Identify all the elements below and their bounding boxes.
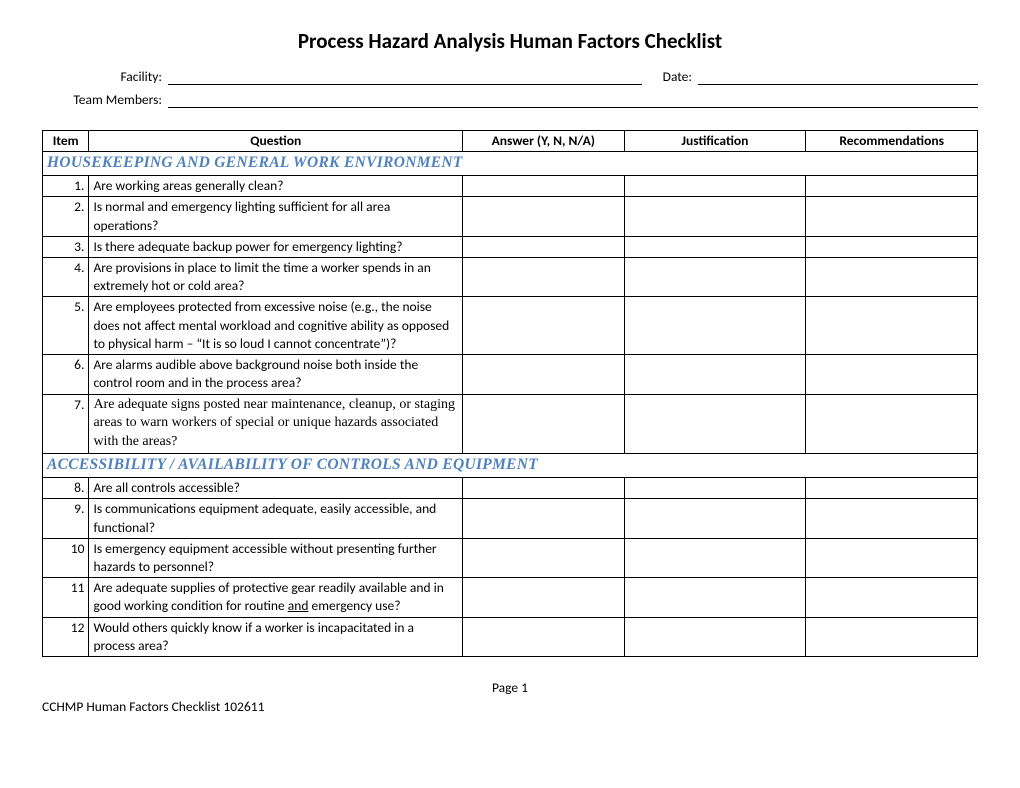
meta-block: Facility: Date: Team Members: bbox=[42, 68, 978, 108]
team-input-line[interactable] bbox=[168, 92, 978, 108]
answer-cell[interactable] bbox=[463, 297, 625, 355]
table-header-row: Item Question Answer (Y, N, N/A) Justifi… bbox=[43, 131, 978, 152]
header-question: Question bbox=[89, 131, 463, 152]
answer-cell[interactable] bbox=[463, 538, 625, 577]
item-number-cell: 1. bbox=[43, 176, 89, 197]
footer: Page 1 CCHMP Human Factors Checklist 102… bbox=[42, 679, 978, 715]
answer-cell[interactable] bbox=[463, 499, 625, 538]
answer-cell[interactable] bbox=[463, 355, 625, 394]
item-number-cell: 4. bbox=[43, 258, 89, 297]
justification-cell[interactable] bbox=[624, 617, 806, 656]
recommendations-cell[interactable] bbox=[806, 297, 978, 355]
item-number-cell: 7. bbox=[43, 394, 89, 454]
justification-cell[interactable] bbox=[624, 297, 806, 355]
recommendations-cell[interactable] bbox=[806, 499, 978, 538]
item-number-cell: 9. bbox=[43, 499, 89, 538]
answer-cell[interactable] bbox=[463, 478, 625, 499]
question-cell: Would others quickly know if a worker is… bbox=[89, 617, 463, 656]
table-row: 8.Are all controls accessible? bbox=[43, 478, 978, 499]
answer-cell[interactable] bbox=[463, 617, 625, 656]
recommendations-cell[interactable] bbox=[806, 258, 978, 297]
recommendations-cell[interactable] bbox=[806, 236, 978, 257]
page-title: Process Hazard Analysis Human Factors Ch… bbox=[42, 28, 978, 54]
question-cell: Is normal and emergency lighting suffici… bbox=[89, 197, 463, 236]
date-label: Date: bbox=[642, 68, 698, 85]
section-header-cell: HOUSEKEEPING AND GENERAL WORK ENVIRONMEN… bbox=[43, 152, 978, 176]
table-row: 3.Is there adequate backup power for eme… bbox=[43, 236, 978, 257]
answer-cell[interactable] bbox=[463, 578, 625, 617]
question-cell: Are all controls accessible? bbox=[89, 478, 463, 499]
justification-cell[interactable] bbox=[624, 355, 806, 394]
question-cell: Are employees protected from excessive n… bbox=[89, 297, 463, 355]
underlined-word: and bbox=[288, 597, 309, 614]
question-cell: Are provisions in place to limit the tim… bbox=[89, 258, 463, 297]
justification-cell[interactable] bbox=[624, 197, 806, 236]
footer-page: Page 1 bbox=[42, 679, 978, 696]
recommendations-cell[interactable] bbox=[806, 176, 978, 197]
header-recommendations: Recommendations bbox=[806, 131, 978, 152]
facility-input-line[interactable] bbox=[168, 69, 642, 85]
question-cell: Is communications equipment adequate, ea… bbox=[89, 499, 463, 538]
item-number-cell: 12 bbox=[43, 617, 89, 656]
table-row: 9.Is communications equipment adequate, … bbox=[43, 499, 978, 538]
recommendations-cell[interactable] bbox=[806, 578, 978, 617]
item-number-cell: 5. bbox=[43, 297, 89, 355]
table-row: 2.Is normal and emergency lighting suffi… bbox=[43, 197, 978, 236]
item-number-cell: 2. bbox=[43, 197, 89, 236]
recommendations-cell[interactable] bbox=[806, 394, 978, 454]
answer-cell[interactable] bbox=[463, 236, 625, 257]
section-header-row: HOUSEKEEPING AND GENERAL WORK ENVIRONMEN… bbox=[43, 152, 978, 176]
item-number-cell: 8. bbox=[43, 478, 89, 499]
footer-left: CCHMP Human Factors Checklist 102611 bbox=[42, 698, 978, 715]
item-number-cell: 10 bbox=[43, 538, 89, 577]
question-cell: Is there adequate backup power for emerg… bbox=[89, 236, 463, 257]
justification-cell[interactable] bbox=[624, 478, 806, 499]
question-cell: Are alarms audible above background nois… bbox=[89, 355, 463, 394]
team-label: Team Members: bbox=[42, 91, 168, 108]
answer-cell[interactable] bbox=[463, 197, 625, 236]
justification-cell[interactable] bbox=[624, 176, 806, 197]
justification-cell[interactable] bbox=[624, 578, 806, 617]
facility-label: Facility: bbox=[42, 68, 168, 85]
table-row: 7.Are adequate signs posted near mainten… bbox=[43, 394, 978, 454]
answer-cell[interactable] bbox=[463, 258, 625, 297]
date-input-line[interactable] bbox=[698, 69, 978, 85]
justification-cell[interactable] bbox=[624, 258, 806, 297]
table-row: 1.Are working areas generally clean? bbox=[43, 176, 978, 197]
item-number-cell: 6. bbox=[43, 355, 89, 394]
answer-cell[interactable] bbox=[463, 176, 625, 197]
table-row: 5.Are employees protected from excessive… bbox=[43, 297, 978, 355]
section-header-row: ACCESSIBILITY / AVAILABILITY OF CONTROLS… bbox=[43, 454, 978, 478]
table-row: 6.Are alarms audible above background no… bbox=[43, 355, 978, 394]
checklist-table: Item Question Answer (Y, N, N/A) Justifi… bbox=[42, 130, 978, 657]
justification-cell[interactable] bbox=[624, 236, 806, 257]
item-number-cell: 11 bbox=[43, 578, 89, 617]
section-header-cell: ACCESSIBILITY / AVAILABILITY OF CONTROLS… bbox=[43, 454, 978, 478]
recommendations-cell[interactable] bbox=[806, 355, 978, 394]
recommendations-cell[interactable] bbox=[806, 478, 978, 499]
item-number-cell: 3. bbox=[43, 236, 89, 257]
header-item: Item bbox=[43, 131, 89, 152]
answer-cell[interactable] bbox=[463, 394, 625, 454]
justification-cell[interactable] bbox=[624, 538, 806, 577]
justification-cell[interactable] bbox=[624, 499, 806, 538]
header-justification: Justification bbox=[624, 131, 806, 152]
table-row: 11Are adequate supplies of protective ge… bbox=[43, 578, 978, 617]
question-cell: Are working areas generally clean? bbox=[89, 176, 463, 197]
table-row: 12Would others quickly know if a worker … bbox=[43, 617, 978, 656]
recommendations-cell[interactable] bbox=[806, 617, 978, 656]
justification-cell[interactable] bbox=[624, 394, 806, 454]
recommendations-cell[interactable] bbox=[806, 197, 978, 236]
recommendations-cell[interactable] bbox=[806, 538, 978, 577]
table-row: 10Is emergency equipment accessible with… bbox=[43, 538, 978, 577]
table-row: 4.Are provisions in place to limit the t… bbox=[43, 258, 978, 297]
question-cell: Are adequate supplies of protective gear… bbox=[89, 578, 463, 617]
question-cell: Is emergency equipment accessible withou… bbox=[89, 538, 463, 577]
header-answer: Answer (Y, N, N/A) bbox=[463, 131, 625, 152]
question-cell: Are adequate signs posted near maintenan… bbox=[89, 394, 463, 454]
